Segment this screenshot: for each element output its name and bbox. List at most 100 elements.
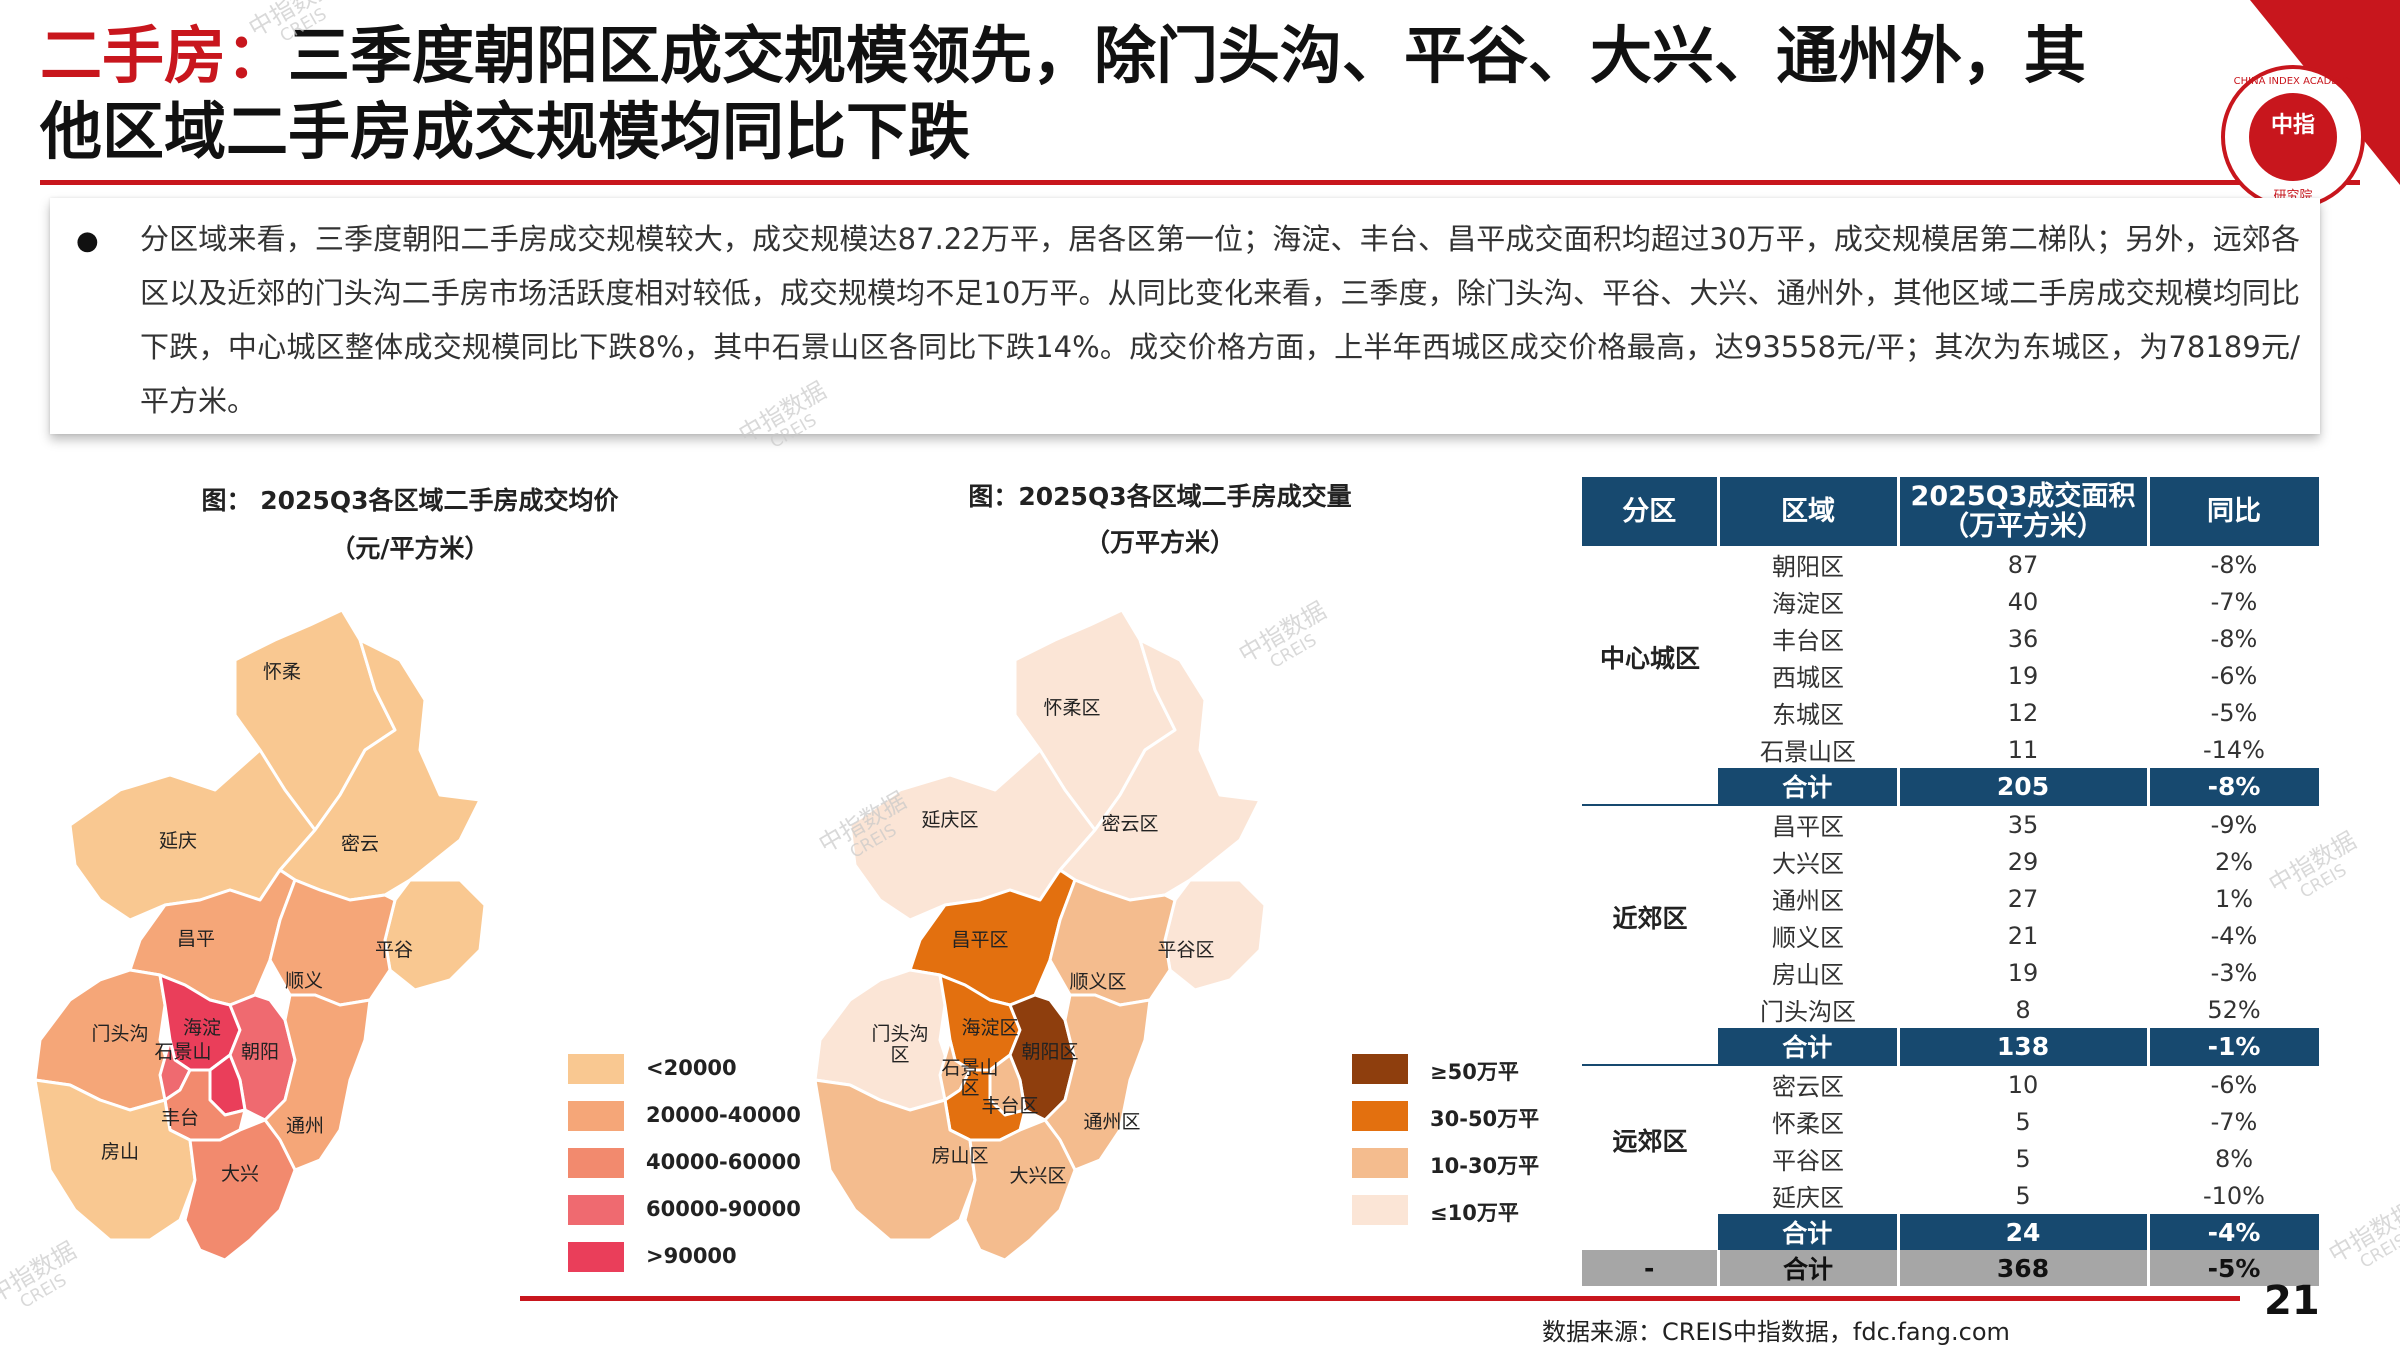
table-row: 近郊区 昌平区 35 -9% <box>1582 804 2320 1028</box>
table-row: 大兴区 29 2% <box>1582 843 2320 880</box>
cell-area: 8 <box>2015 995 2031 1024</box>
cell-area: 27 <box>2007 884 2039 913</box>
legend-label: <20000 <box>646 1056 737 1080</box>
cell-district: 朝阳区 <box>1772 553 1844 581</box>
legend-swatch <box>1352 1101 1408 1131</box>
cell-yoy: -6% <box>2148 1064 2320 1103</box>
cell-district: 门头沟区 <box>1760 998 1856 1026</box>
region-daxing <box>183 1118 297 1262</box>
total-yoy: -5% <box>2148 1250 2322 1286</box>
table-row: 石景山区 11 -14% <box>1582 731 2320 768</box>
cell-district: 通州区 <box>1772 887 1844 915</box>
table-row: 海淀区 40 -7% <box>1582 583 2320 620</box>
legend-item: 40000-60000 <box>568 1142 801 1189</box>
legend-item: ≥50万平 <box>1352 1048 1562 1095</box>
cell-district: 丰台区 <box>1772 627 1844 655</box>
region-pinggu <box>383 878 487 992</box>
cell-yoy: -5% <box>2210 698 2258 727</box>
cell-area: 5 <box>2015 1181 2031 1210</box>
label-haidian: 海淀 <box>183 1017 221 1039</box>
legend-label: 30-50万平 <box>1430 1107 1540 1131</box>
cell-area: 19 <box>2007 958 2039 987</box>
cell-district: 延庆区 <box>1772 1184 1844 1212</box>
cell-yoy: -9% <box>2148 804 2320 843</box>
table-row: 门头沟区 8 52% <box>1582 991 2320 1028</box>
cell-yoy: -8% <box>2210 624 2258 653</box>
cell-area: 5 <box>2015 1144 2031 1173</box>
cell-yoy: 1% <box>2214 884 2254 913</box>
subtotal-row: 合计 138 -1% <box>1582 1028 2322 1065</box>
subtotal-label: 合计 <box>1718 768 1900 805</box>
cell-district: 密云区 <box>1718 1064 1898 1103</box>
price-map-title-line1: 图： 2025Q3各区域二手房成交均价 <box>201 486 619 515</box>
cell-yoy: -14% <box>2202 735 2265 764</box>
header-zone: 分区 <box>1582 477 1720 546</box>
volume-map-title-line2: （万平方米） <box>1084 528 1235 557</box>
legend-swatch <box>1352 1054 1408 1084</box>
legend-swatch <box>568 1054 624 1084</box>
subtotal-area: 24 <box>1898 1214 2150 1250</box>
label-shunyi: 顺义 <box>285 970 323 992</box>
subtotal-yoy: -4% <box>2148 1214 2322 1250</box>
header-area-line1: 2025Q3成交面积 <box>1910 480 2136 512</box>
bullet-icon: ● <box>76 226 99 256</box>
legend-item: >90000 <box>568 1236 768 1283</box>
label-yanqing: 延庆区 <box>921 809 978 831</box>
cell-area: 21 <box>2007 921 2039 950</box>
table-row: 房山区 19 -3% <box>1582 954 2320 991</box>
cell-area: 12 <box>2007 698 2039 727</box>
table-row: 平谷区 5 8% <box>1582 1140 2320 1177</box>
legend-item: <20000 <box>568 1048 768 1095</box>
cell-district: 石景山区 <box>1760 738 1856 766</box>
group-label: 中心城区 <box>1599 644 1700 673</box>
label-miyun: 密云区 <box>1101 813 1158 835</box>
legend-label: 20000-40000 <box>646 1103 801 1127</box>
subtotal-row: 合计 24 -4% <box>1582 1214 2322 1250</box>
table-row: 怀柔区 5 -7% <box>1582 1103 2320 1140</box>
table-row: 东城区 12 -5% <box>1582 694 2320 731</box>
legend-swatch <box>568 1148 624 1178</box>
region-daxing <box>963 1118 1077 1262</box>
legend-swatch <box>568 1101 624 1131</box>
label-shijingshan: 石景山 <box>154 1041 211 1063</box>
cell-area: 11 <box>2007 735 2039 764</box>
label-fengtai: 丰台区 <box>981 1095 1038 1117</box>
table-row: 通州区 27 1% <box>1582 880 2320 917</box>
header-district: 区域 <box>1718 477 1900 546</box>
cell-district: 西城区 <box>1772 664 1844 692</box>
cell-district: 平谷区 <box>1772 1147 1844 1175</box>
region-tongzhou <box>263 993 372 1172</box>
volume-map-title: 图：2025Q3各区域二手房成交量 （万平方米） <box>920 474 1400 566</box>
price-map: 怀柔 延庆 密云 昌平 顺义 平谷 门头沟 海淀 石景山 朝阳 丰台 通州 房山… <box>33 608 487 1262</box>
label-mentougou-suffix: 区 <box>890 1044 909 1066</box>
header-area-line2: （万平方米） <box>1942 510 2104 542</box>
legend-label: >90000 <box>646 1244 737 1268</box>
subtotal-area: 205 <box>1898 768 2150 805</box>
table-row: 延庆区 5 -10% <box>1582 1177 2320 1214</box>
cell-yoy: -4% <box>2210 921 2258 950</box>
cell-yoy: -10% <box>2202 1181 2265 1210</box>
header-yoy: 同比 <box>2148 477 2322 546</box>
cell-district: 东城区 <box>1772 701 1844 729</box>
legend-item: 60000-90000 <box>568 1189 801 1236</box>
logo-center-text: 中指 <box>2271 113 2315 138</box>
summary-box: ● 分区域来看，三季度朝阳二手房成交规模较大，成交规模达87.22万平，居各区第… <box>50 198 2320 434</box>
label-miyun: 密云 <box>341 833 379 855</box>
table-row: 中心城区 朝阳区 87 -8% <box>1582 546 2320 674</box>
label-daxing: 大兴区 <box>1009 1165 1066 1187</box>
legend-item: 20000-40000 <box>568 1095 801 1142</box>
group-label: 近郊区 <box>1582 804 1718 1028</box>
label-daxing: 大兴 <box>221 1163 259 1185</box>
subtotal-label: 合计 <box>1718 1028 1900 1065</box>
total-row: - 合计 368 -5% <box>1582 1250 2322 1286</box>
cell-yoy: -6% <box>2210 661 2258 690</box>
subtotal-spacer <box>1582 1214 1718 1250</box>
academy-logo-icon: 中指 研究院 CHINA INDEX ACADEMY <box>2221 65 2365 209</box>
title-highlight: 二手房： <box>40 19 289 92</box>
summary-text: 分区域来看，三季度朝阳二手房成交规模较大，成交规模达87.22万平，居各区第一位… <box>140 222 2300 418</box>
subtotal-yoy: -8% <box>2148 768 2322 805</box>
cell-district: 房山区 <box>1772 961 1844 989</box>
label-tongzhou: 通州区 <box>1083 1111 1140 1133</box>
label-tongzhou: 通州 <box>286 1115 324 1137</box>
cell-area: 5 <box>2015 1107 2031 1136</box>
